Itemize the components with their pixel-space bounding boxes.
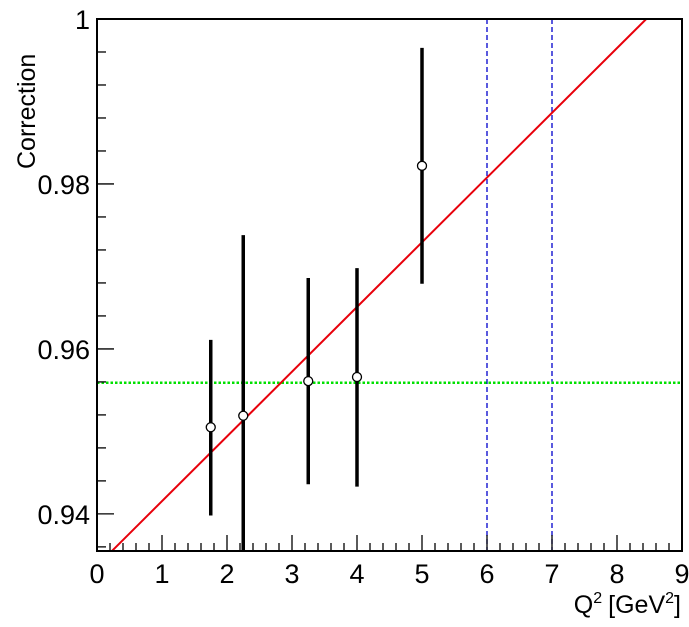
x-axis-tick-labels: 0 1 2 3 4 5 6 7 8 9	[89, 559, 689, 589]
data-point-3	[351, 371, 363, 383]
x-tick-label-8: 8	[609, 559, 624, 589]
fit-line-group	[110, 19, 647, 551]
y-axis-ticks	[97, 18, 114, 548]
x-axis-ticks	[96, 535, 683, 551]
data-point-0	[205, 422, 216, 433]
x-tick-label-6: 6	[479, 559, 494, 589]
x-tick-label-1: 1	[154, 559, 169, 589]
x-axis-label: Q2 [GeV2]	[574, 590, 681, 619]
data-point-2	[303, 375, 314, 387]
plot-frame	[96, 18, 683, 552]
error-bars	[209, 47, 424, 551]
fit-line	[110, 19, 647, 551]
data-points	[205, 160, 428, 433]
x-tick-label-0: 0	[89, 559, 104, 589]
x-tick-label-7: 7	[544, 559, 559, 589]
vertical-reference-lines	[486, 19, 553, 551]
x-tick-label-3: 3	[284, 559, 299, 589]
y-tick-label-0: 0.94	[37, 500, 90, 530]
y-tick-label-1: 0.96	[37, 335, 90, 365]
data-point-1	[238, 410, 249, 421]
y-tick-label-2: 0.98	[37, 170, 90, 200]
x-tick-label-2: 2	[219, 559, 234, 589]
y-axis-tick-labels: 0.94 0.96 0.98 1	[37, 5, 90, 530]
y-tick-label-3: 1	[75, 5, 90, 35]
x-tick-label-5: 5	[414, 559, 429, 589]
x-tick-label-4: 4	[349, 559, 364, 589]
x-tick-label-9: 9	[674, 559, 689, 589]
data-point-4	[416, 160, 428, 171]
y-axis-label: Correction	[13, 54, 41, 169]
